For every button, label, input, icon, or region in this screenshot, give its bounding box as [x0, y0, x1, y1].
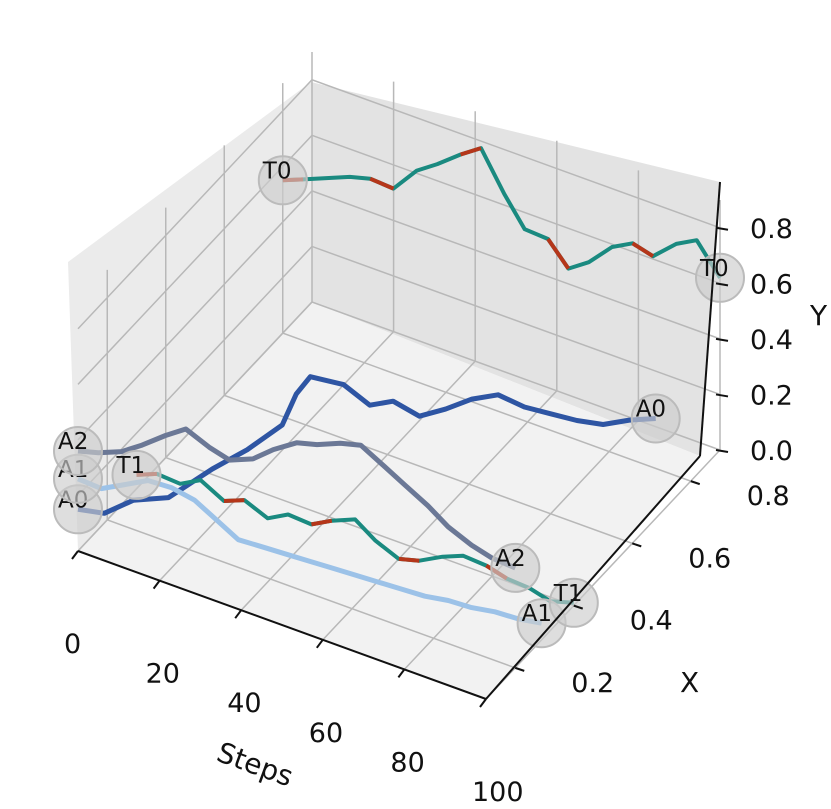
z-tick-3 [715, 282, 729, 287]
z-tick-label-4: 0.8 [750, 214, 793, 245]
y-tick-1 [573, 604, 584, 610]
x-axis-label: Steps [213, 736, 298, 794]
x-tick-label-2: 40 [227, 688, 261, 719]
z-axis-label: Y [809, 299, 828, 332]
marker-start-a2 [53, 426, 103, 476]
z-tick-0 [715, 449, 729, 453]
series-segment-t0-12 [546, 237, 571, 270]
series-segment-t1-8 [311, 518, 333, 527]
grid-lines [77, 52, 721, 700]
x-tick-label-0: 0 [64, 629, 81, 660]
y-axis-label: X [680, 666, 699, 699]
marker-end-t0 [695, 252, 745, 303]
series-segment-t0-8 [460, 146, 482, 157]
grid-line-z-4 [77, 78, 721, 330]
y-tick-label-2: 0.6 [688, 543, 731, 574]
marker-label-start-t0: T0 [262, 158, 292, 184]
z-tick-label-0: 0.0 [750, 436, 793, 467]
marker-label-start-t1: T1 [116, 453, 146, 479]
y-tick-3 [690, 480, 701, 486]
marker-label-end-a2: A2 [495, 546, 525, 572]
x-tick-1 [152, 579, 161, 590]
x-axis-line [77, 550, 487, 700]
z-tick-1 [715, 393, 729, 398]
x-tick-label-5: 100 [472, 777, 524, 808]
marker-layer: A0A1A2T0T1A0A1A2T0T1 [53, 155, 745, 649]
y-tick-label-3: 0.8 [747, 481, 790, 512]
x-tick-label-3: 60 [309, 718, 343, 749]
series-segment-t0-4 [369, 176, 395, 191]
marker-label-end-a1: A1 [522, 601, 552, 627]
marker-end-t1 [548, 577, 599, 628]
series-segment-t1-12 [398, 556, 420, 563]
y-tick-0 [514, 666, 525, 672]
marker-label-end-a0: A0 [636, 397, 666, 423]
x-tick-label-4: 80 [390, 747, 424, 778]
z-tick-4 [715, 226, 729, 231]
x-tick-5 [479, 698, 487, 708]
grid-line-z-1 [77, 245, 721, 496]
marker-end-a0 [630, 393, 681, 444]
x-tick-3 [315, 639, 324, 649]
tick-layer: 0 20 40 60 80 100 0.2 0.4 0.6 0.8 0.0 0.2 0.4 0.6 0.8 [64, 214, 793, 808]
marker-start-t0 [257, 155, 308, 206]
series-segment-t1-4 [223, 498, 245, 503]
marker-label-start-a2: A2 [58, 429, 88, 455]
grid-line-z-3 [77, 134, 721, 385]
y-axis-line [485, 455, 701, 700]
x-tick-0 [71, 550, 79, 560]
marker-start-t1 [111, 449, 162, 500]
x-tick-label-1: 20 [146, 659, 180, 690]
z-tick-label-2: 0.4 [750, 325, 793, 356]
z-tick-label-3: 0.6 [750, 269, 793, 300]
series-line-a2 [77, 426, 517, 571]
marker-end-a2 [490, 542, 541, 593]
y-tick-2 [631, 542, 642, 548]
x-tick-2 [234, 609, 242, 619]
z-tick-2 [715, 337, 729, 342]
x-tick-4 [397, 668, 406, 679]
y-tick-label-1: 0.4 [630, 606, 673, 637]
grid-line-z-2 [77, 190, 721, 441]
y-tick-label-0: 0.2 [571, 668, 614, 699]
series-segment-t0-16 [631, 241, 655, 258]
z-tick-label-1: 0.2 [750, 380, 793, 411]
